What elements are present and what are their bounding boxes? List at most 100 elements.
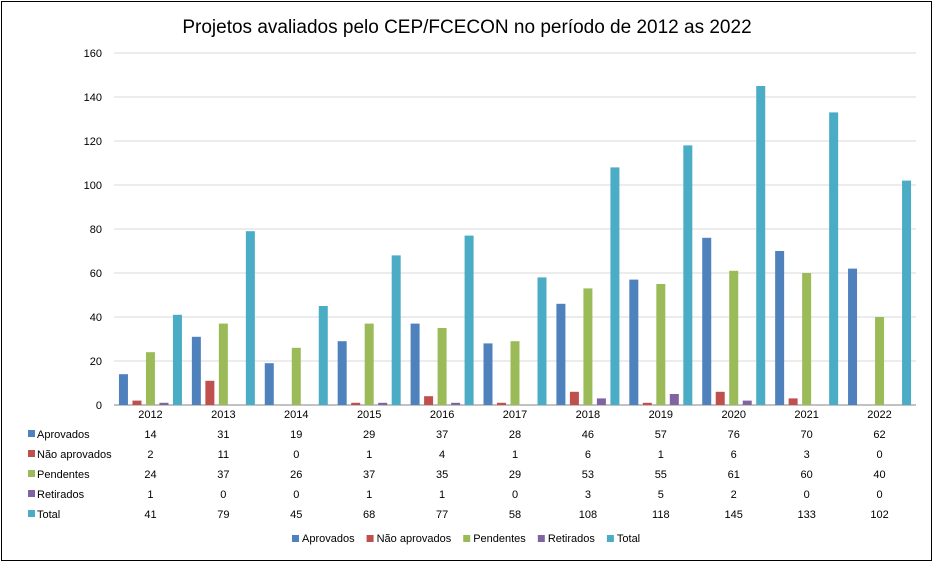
bar xyxy=(159,402,169,405)
data-label: 3 xyxy=(804,449,810,461)
bar xyxy=(218,323,228,405)
y-tick-label: 0 xyxy=(96,400,102,412)
bar xyxy=(205,380,215,405)
data-label: 37 xyxy=(363,469,375,481)
data-label: 76 xyxy=(728,429,740,441)
data-label: 5 xyxy=(658,489,664,501)
data-label: 37 xyxy=(436,429,448,441)
bar xyxy=(337,341,347,405)
bar xyxy=(569,391,579,405)
x-tick-label: 2013 xyxy=(211,409,235,421)
legend-label: Aprovados xyxy=(302,533,355,545)
data-label: 108 xyxy=(579,509,597,521)
data-label: 2 xyxy=(731,489,737,501)
bar xyxy=(145,352,155,405)
legend-label: Retirados xyxy=(548,533,596,545)
bar xyxy=(788,398,798,405)
bar xyxy=(775,251,785,405)
data-label: 57 xyxy=(655,429,667,441)
data-label: 0 xyxy=(876,449,882,461)
bar xyxy=(756,86,766,405)
data-label: 61 xyxy=(728,469,740,481)
data-label: 0 xyxy=(804,489,810,501)
bar xyxy=(642,402,652,405)
x-tick-label: 2022 xyxy=(867,409,891,421)
data-label: 45 xyxy=(290,509,302,521)
data-label: 31 xyxy=(217,429,229,441)
legend-swatch xyxy=(606,535,614,542)
bar xyxy=(715,391,725,405)
bar xyxy=(656,284,666,405)
data-label: 55 xyxy=(655,469,667,481)
data-label: 77 xyxy=(436,509,448,521)
data-label: 46 xyxy=(582,429,594,441)
data-label: 1 xyxy=(658,449,664,461)
bar xyxy=(378,402,388,405)
y-tick-label: 60 xyxy=(90,268,102,280)
data-label: 102 xyxy=(870,509,888,521)
x-tick-label: 2012 xyxy=(138,409,162,421)
legend: Aprovados Não aprovados Pendentes Retirados… xyxy=(292,533,640,545)
bar xyxy=(510,341,520,405)
y-tick-label: 100 xyxy=(84,180,102,192)
x-tick-label: 2017 xyxy=(503,409,527,421)
data-label: 26 xyxy=(290,469,302,481)
x-tick-label: 2019 xyxy=(649,409,673,421)
table-series-key xyxy=(28,430,35,437)
data-label: 41 xyxy=(144,509,156,521)
table-series-key xyxy=(28,490,35,497)
table-series-label: Total xyxy=(37,509,60,521)
data-label: 11 xyxy=(218,449,229,461)
data-label: 6 xyxy=(731,449,737,461)
data-label: 0 xyxy=(293,449,299,461)
bar xyxy=(829,112,839,406)
bar xyxy=(464,235,474,405)
data-label: 0 xyxy=(293,489,299,501)
data-label: 4 xyxy=(439,449,445,461)
y-axis-ticks: 0 20 40 60 80 100 120 140 160 xyxy=(84,48,102,412)
data-label: 133 xyxy=(797,509,815,521)
table-series-key xyxy=(28,450,35,457)
data-label: 28 xyxy=(509,429,521,441)
data-label: 35 xyxy=(436,469,448,481)
legend-label: Não aprovados xyxy=(377,533,452,545)
y-tick-label: 140 xyxy=(84,92,102,104)
table-series-label: Não aprovados xyxy=(37,449,112,461)
data-label: 14 xyxy=(144,429,156,441)
data-label: 37 xyxy=(217,469,229,481)
data-label: 6 xyxy=(585,449,591,461)
y-tick-label: 120 xyxy=(84,136,102,148)
bar xyxy=(669,394,679,405)
bar xyxy=(848,268,858,405)
bar xyxy=(118,374,128,405)
data-label: 145 xyxy=(725,509,743,521)
data-label: 70 xyxy=(801,429,813,441)
data-label: 1 xyxy=(512,449,518,461)
bar xyxy=(583,288,593,405)
legend-swatch xyxy=(292,535,299,542)
table-series-key xyxy=(28,510,35,517)
data-label: 79 xyxy=(217,509,229,521)
x-tick-label: 2018 xyxy=(576,409,600,421)
bar xyxy=(702,237,712,405)
legend-label: Total xyxy=(617,533,640,545)
y-tick-label: 20 xyxy=(90,356,102,368)
bar xyxy=(410,323,420,405)
bar xyxy=(172,314,182,405)
bar xyxy=(610,167,620,405)
data-label: 0 xyxy=(512,489,518,501)
bar xyxy=(264,363,274,405)
bar xyxy=(497,402,506,405)
bar xyxy=(291,347,301,405)
data-label: 58 xyxy=(509,509,521,521)
bar xyxy=(875,317,885,405)
data-label: 1 xyxy=(147,489,153,501)
data-label: 68 xyxy=(363,509,375,521)
data-label: 0 xyxy=(876,489,882,501)
data-label: 29 xyxy=(509,469,521,481)
bar xyxy=(191,336,201,405)
legend-label: Pendentes xyxy=(473,533,526,545)
data-label: 29 xyxy=(363,429,375,441)
